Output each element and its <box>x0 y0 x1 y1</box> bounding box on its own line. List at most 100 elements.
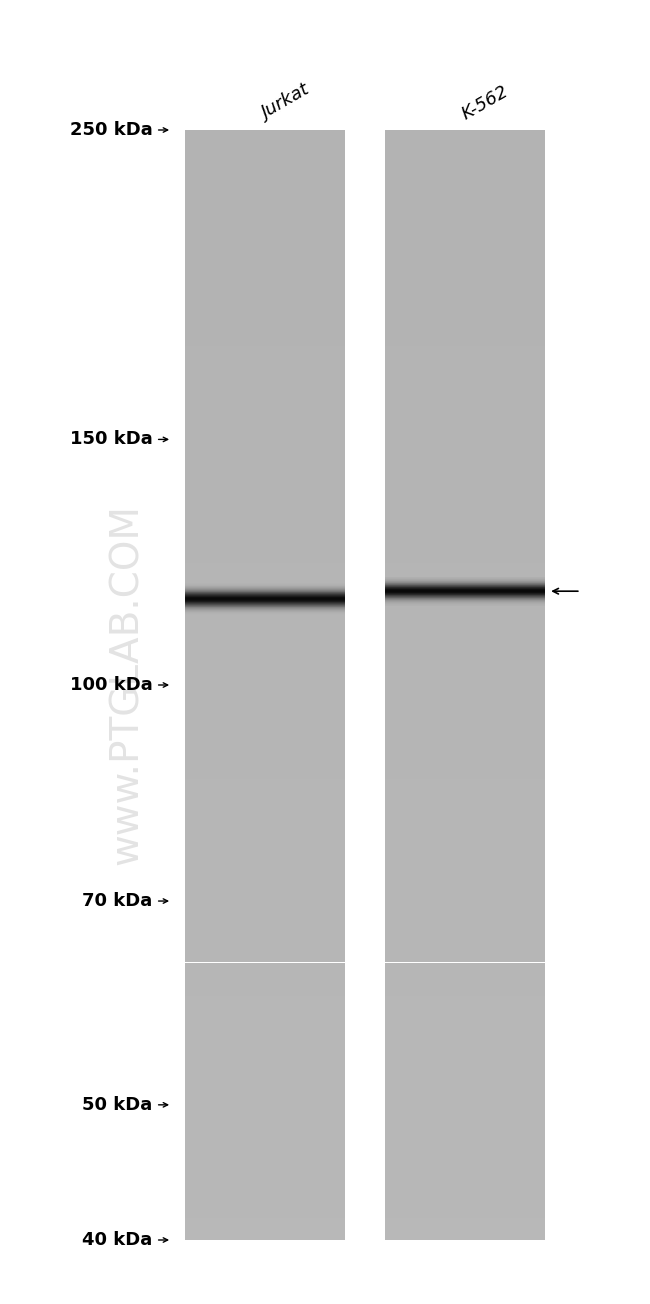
Bar <box>385 535 545 541</box>
Bar <box>185 773 345 780</box>
Bar <box>385 857 545 863</box>
Bar <box>185 579 345 585</box>
Bar <box>185 163 345 168</box>
Bar <box>185 630 345 635</box>
Bar <box>185 952 345 957</box>
Bar <box>185 640 345 647</box>
Bar <box>385 402 545 407</box>
Bar <box>385 1151 545 1157</box>
Bar <box>385 674 545 679</box>
Bar <box>185 790 345 795</box>
Bar <box>385 1174 545 1179</box>
Bar <box>185 569 345 574</box>
Bar <box>185 263 345 269</box>
Bar <box>185 141 345 146</box>
Bar <box>385 430 545 436</box>
Text: 50 kDa: 50 kDa <box>83 1095 153 1114</box>
Bar <box>385 274 545 280</box>
Bar <box>185 274 345 280</box>
Bar <box>185 940 345 945</box>
Bar <box>185 352 345 357</box>
Bar <box>385 818 545 824</box>
Bar <box>385 497 545 502</box>
Bar <box>185 1201 345 1206</box>
Bar <box>385 563 545 569</box>
Bar <box>185 269 345 274</box>
Bar <box>185 192 345 197</box>
Bar <box>185 846 345 852</box>
Bar <box>185 512 345 519</box>
Bar <box>185 724 345 729</box>
Bar <box>185 891 345 896</box>
Bar <box>185 468 345 475</box>
Bar <box>185 913 345 918</box>
Bar <box>185 153 345 158</box>
Bar <box>185 369 345 374</box>
Bar <box>185 430 345 436</box>
Bar <box>185 524 345 529</box>
Bar <box>185 591 345 596</box>
Bar <box>385 330 545 335</box>
Bar <box>185 852 345 857</box>
Text: 40 kDa: 40 kDa <box>83 1231 153 1249</box>
Text: 70 kDa: 70 kDa <box>83 892 153 910</box>
Bar <box>185 974 345 979</box>
Bar <box>185 1068 345 1073</box>
Bar <box>185 818 345 824</box>
Bar <box>185 379 345 385</box>
Bar <box>185 1063 345 1068</box>
Bar <box>185 1191 345 1196</box>
Bar <box>185 669 345 674</box>
Bar <box>385 669 545 674</box>
Bar <box>185 202 345 207</box>
Bar <box>385 891 545 896</box>
Bar <box>385 241 545 246</box>
Bar <box>185 707 345 713</box>
Bar <box>185 507 345 512</box>
Bar <box>385 1201 545 1206</box>
Bar <box>385 780 545 785</box>
Bar <box>385 146 545 153</box>
Bar <box>185 1078 345 1085</box>
Bar <box>185 840 345 846</box>
Bar <box>185 318 345 325</box>
Bar <box>185 280 345 286</box>
Bar <box>385 735 545 741</box>
Bar <box>385 369 545 374</box>
Bar <box>385 318 545 325</box>
Bar <box>185 402 345 407</box>
Bar <box>385 1112 545 1118</box>
Bar <box>185 258 345 263</box>
Bar <box>185 901 345 908</box>
Bar <box>385 507 545 512</box>
Bar <box>385 751 545 758</box>
Bar <box>185 657 345 662</box>
Bar <box>385 908 545 913</box>
Bar <box>185 713 345 719</box>
Bar <box>385 180 545 185</box>
Bar <box>185 1196 345 1201</box>
Bar <box>185 1129 345 1134</box>
Bar <box>185 1107 345 1112</box>
Bar <box>185 241 345 246</box>
Bar <box>185 735 345 741</box>
Bar <box>385 1095 545 1102</box>
Bar <box>385 640 545 647</box>
Bar <box>385 175 545 180</box>
Bar <box>385 985 545 990</box>
Bar <box>385 630 545 635</box>
Bar <box>185 758 345 763</box>
Bar <box>185 1018 345 1024</box>
Bar <box>385 724 545 729</box>
Bar <box>385 758 545 763</box>
Bar <box>385 246 545 252</box>
Bar <box>385 197 545 202</box>
Bar <box>185 729 345 735</box>
Bar <box>185 1218 345 1223</box>
Bar <box>185 1134 345 1140</box>
Bar <box>385 835 545 840</box>
Bar <box>185 1174 345 1179</box>
Bar <box>385 1007 545 1012</box>
Bar <box>185 835 345 840</box>
Bar <box>385 1235 545 1240</box>
